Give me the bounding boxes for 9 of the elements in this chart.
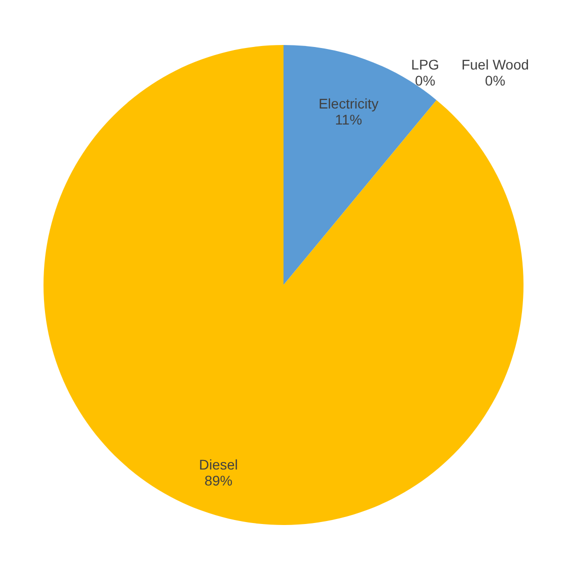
text: 0% [415, 72, 436, 88]
data-label: 11% [335, 111, 362, 128]
data-label: 89% [204, 472, 232, 489]
category-label: LPG [411, 56, 440, 72]
slice-label: Electricity [318, 95, 378, 112]
slice-label: Diesel [199, 456, 238, 473]
category-label: Fuel Wood [461, 56, 529, 72]
text: 0% [485, 72, 506, 88]
pie-slice [284, 45, 436, 285]
